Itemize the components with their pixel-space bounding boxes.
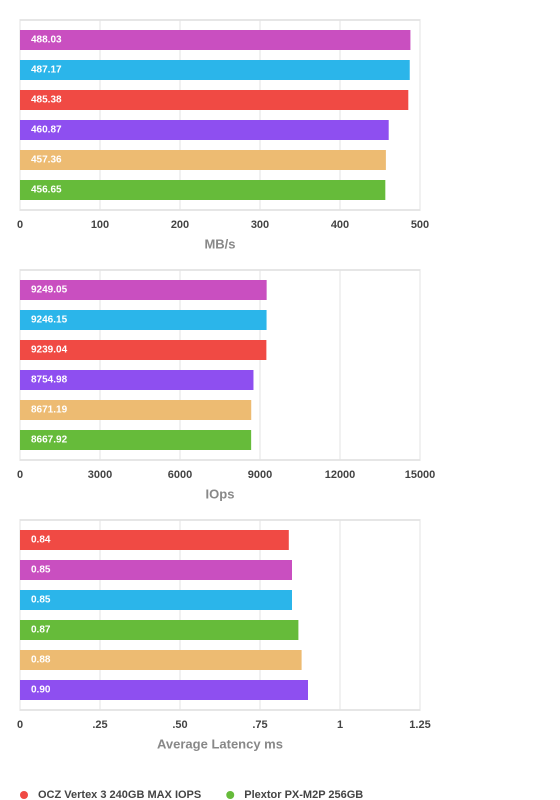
- value-label: 0.85: [31, 595, 51, 606]
- legend-label: OCZ Vertex 3 240GB MAX IOPS: [38, 789, 201, 800]
- bar: [20, 280, 267, 300]
- x-tick-label: 100: [91, 219, 109, 231]
- bar: [20, 400, 252, 420]
- bar: [20, 120, 389, 140]
- x-tick-label: 0: [17, 469, 23, 481]
- x-tick-label: 500: [411, 219, 429, 231]
- x-tick-label: 6000: [168, 469, 192, 481]
- x-tick-label: 9000: [248, 469, 272, 481]
- x-tick-label: 400: [331, 219, 349, 231]
- x-axis-label: Average Latency ms: [157, 736, 283, 751]
- value-label: 485.38: [31, 95, 62, 106]
- bar: [20, 650, 302, 670]
- bar: [20, 590, 292, 610]
- legend-label: Plextor PX-M2P 256GB: [244, 789, 363, 800]
- bar: [20, 180, 386, 200]
- value-label: 460.87: [31, 125, 62, 136]
- x-tick-label: 0: [17, 719, 23, 731]
- value-label: 9246.15: [31, 315, 68, 326]
- bar: [20, 340, 267, 360]
- value-label: 488.03: [31, 35, 62, 46]
- x-tick-label: .50: [172, 719, 187, 731]
- bar: [20, 680, 308, 700]
- bar: [20, 310, 267, 330]
- value-label: 0.85: [31, 565, 51, 576]
- x-tick-label: .75: [252, 719, 267, 731]
- bar: [20, 560, 292, 580]
- x-tick-label: .25: [92, 719, 107, 731]
- value-label: 457.36: [31, 155, 62, 166]
- value-label: 487.17: [31, 65, 62, 76]
- value-label: 8754.98: [31, 375, 68, 386]
- value-label: 0.87: [31, 625, 51, 636]
- value-label: 0.88: [31, 655, 51, 666]
- x-tick-label: 200: [171, 219, 189, 231]
- value-label: 0.90: [31, 685, 51, 696]
- bar: [20, 620, 299, 640]
- x-tick-label: 15000: [405, 469, 436, 481]
- bar: [20, 530, 289, 550]
- value-label: 8667.92: [31, 435, 68, 446]
- plot-area: [19, 519, 421, 711]
- bar: [20, 150, 386, 170]
- legend-marker: [226, 791, 235, 799]
- bar: [20, 30, 411, 50]
- x-tick-label: 300: [251, 219, 269, 231]
- x-tick-label: 3000: [88, 469, 112, 481]
- bar: [20, 430, 252, 450]
- bar: [20, 60, 410, 80]
- x-tick-label: 0: [17, 219, 23, 231]
- x-axis-label: MB/s: [204, 236, 235, 251]
- x-tick-label: 12000: [325, 469, 356, 481]
- value-label: 8671.19: [31, 405, 68, 416]
- bar: [20, 90, 409, 110]
- value-label: 0.84: [31, 535, 51, 546]
- x-tick-label: 1.25: [409, 719, 430, 731]
- value-label: 9249.05: [31, 285, 68, 296]
- plot-area: [19, 19, 421, 211]
- x-tick-label: 1: [337, 719, 343, 731]
- legend-marker: [20, 791, 28, 799]
- value-label: 9239.04: [31, 345, 68, 356]
- value-label: 456.65: [31, 185, 62, 196]
- x-axis-label: IOps: [206, 486, 235, 501]
- bar: [20, 370, 254, 390]
